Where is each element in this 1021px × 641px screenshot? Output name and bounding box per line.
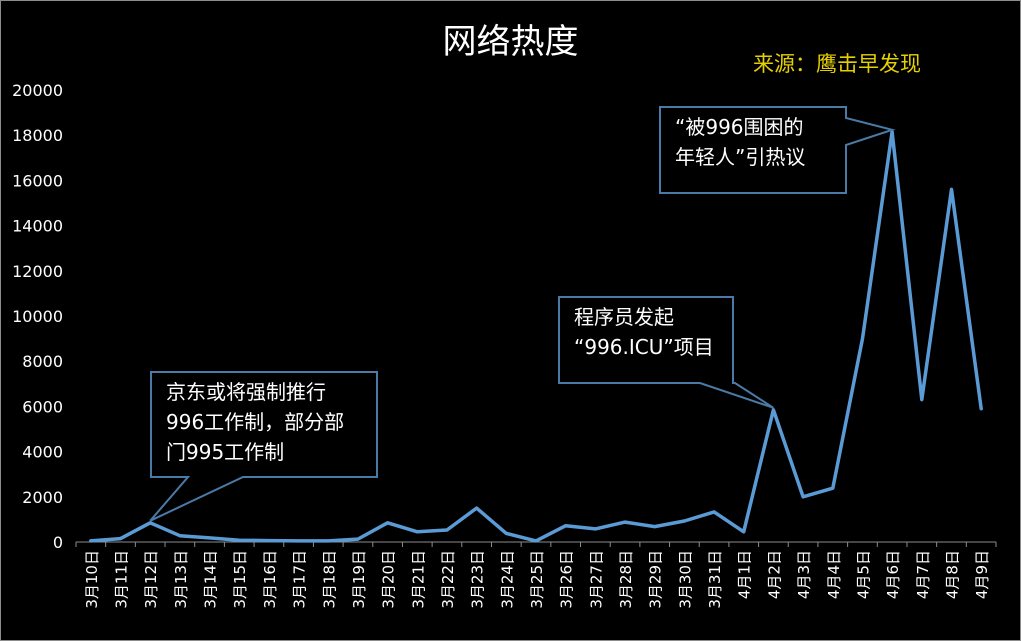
x-tick-label: 3月26日 <box>558 550 576 609</box>
x-tick-label: 3月22日 <box>439 550 457 609</box>
x-tick-label: 4月8日 <box>943 550 961 599</box>
x-tick-label: 4月5日 <box>854 550 872 599</box>
annotation-text: 京东或将强制推行 <box>166 380 326 404</box>
x-tick-label: 3月20日 <box>380 550 398 609</box>
x-tick-label: 4月3日 <box>795 550 813 599</box>
callout-box <box>558 296 774 409</box>
x-tick-label: 4月4日 <box>825 550 843 599</box>
x-tick-label: 4月2日 <box>765 550 783 599</box>
x-tick-label: 3月29日 <box>647 550 665 609</box>
x-tick-label: 3月23日 <box>469 550 487 609</box>
annotation-text: “被996围困的 <box>675 115 804 139</box>
x-tick-label: 3月31日 <box>706 550 724 609</box>
x-tick-label: 4月6日 <box>884 550 902 599</box>
annotation-text: 996工作制，部分部 <box>166 410 344 434</box>
callout-box <box>149 371 378 522</box>
annotation-text: 门995工作制 <box>166 440 284 464</box>
y-tick-label: 4000 <box>22 443 63 462</box>
x-tick-label: 3月27日 <box>587 550 605 609</box>
x-tick-label: 3月28日 <box>617 550 635 609</box>
x-tick-label: 3月24日 <box>498 550 516 609</box>
y-tick-label: 10000 <box>12 307 63 326</box>
x-tick-label: 3月15日 <box>231 550 249 609</box>
x-tick-label: 3月30日 <box>676 550 694 609</box>
x-tick-label: 3月12日 <box>142 550 160 609</box>
x-tick-label: 4月9日 <box>973 550 991 599</box>
x-tick-label: 3月10日 <box>83 550 101 609</box>
x-tick-label: 3月17日 <box>291 550 309 609</box>
y-tick-label: 0 <box>53 533 63 552</box>
chart-title: 网络热度 <box>442 22 579 62</box>
y-tick-label: 16000 <box>12 171 63 190</box>
y-tick-label: 12000 <box>12 262 63 281</box>
x-tick-label: 3月25日 <box>528 550 546 609</box>
x-tick-label: 3月11日 <box>113 550 131 609</box>
series-line <box>89 130 983 543</box>
x-tick-label: 4月1日 <box>736 550 754 599</box>
annotation-text: 程序员发起 <box>574 305 674 329</box>
x-tick-label: 4月7日 <box>914 550 932 599</box>
annotation-text: 年轻人”引热议 <box>675 145 805 169</box>
annotation-text: “996.ICU”项目 <box>574 335 714 359</box>
x-tick-label: 3月21日 <box>409 550 427 609</box>
chart-source: 来源：鹰击早发现 <box>753 52 921 76</box>
x-tick-label: 3月18日 <box>320 550 338 609</box>
y-tick-label: 2000 <box>22 488 63 507</box>
y-tick-label: 6000 <box>22 397 63 416</box>
x-tick-label: 3月13日 <box>172 550 190 609</box>
y-tick-label: 20000 <box>12 81 63 100</box>
y-tick-label: 8000 <box>22 352 63 371</box>
y-tick-label: 14000 <box>12 217 63 236</box>
y-tick-label: 18000 <box>12 126 63 145</box>
x-tick-label: 3月16日 <box>261 550 279 609</box>
x-tick-label: 3月14日 <box>202 550 220 609</box>
x-tick-label: 3月19日 <box>350 550 368 609</box>
callout-box <box>659 106 896 194</box>
